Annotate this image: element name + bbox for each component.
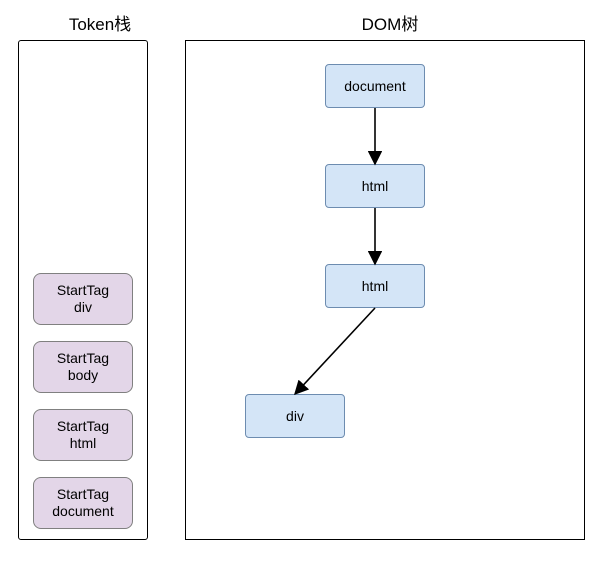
token-stack-item: StartTagbody (33, 341, 133, 393)
dom-tree-node: html (325, 164, 425, 208)
token-stack-item: StartTagdocument (33, 477, 133, 529)
token-stack-item: StartTaghtml (33, 409, 133, 461)
token-line2: body (68, 367, 98, 385)
token-line1: StartTag (57, 350, 109, 368)
token-line2: div (74, 299, 92, 317)
token-stack-item: StartTagdiv (33, 273, 133, 325)
tree-heading: DOM树 (330, 10, 450, 35)
diagram-canvas: Token栈DOM树StartTagdivStartTagbodyStartTa… (0, 0, 604, 562)
token-line2: document (52, 503, 113, 521)
dom-tree-node: div (245, 394, 345, 438)
token-line2: html (70, 435, 96, 453)
token-line1: StartTag (57, 282, 109, 300)
dom-tree-node: document (325, 64, 425, 108)
dom-tree-node: html (325, 264, 425, 308)
token-line1: StartTag (57, 486, 109, 504)
stack-heading: Token栈 (50, 10, 150, 35)
token-line1: StartTag (57, 418, 109, 436)
